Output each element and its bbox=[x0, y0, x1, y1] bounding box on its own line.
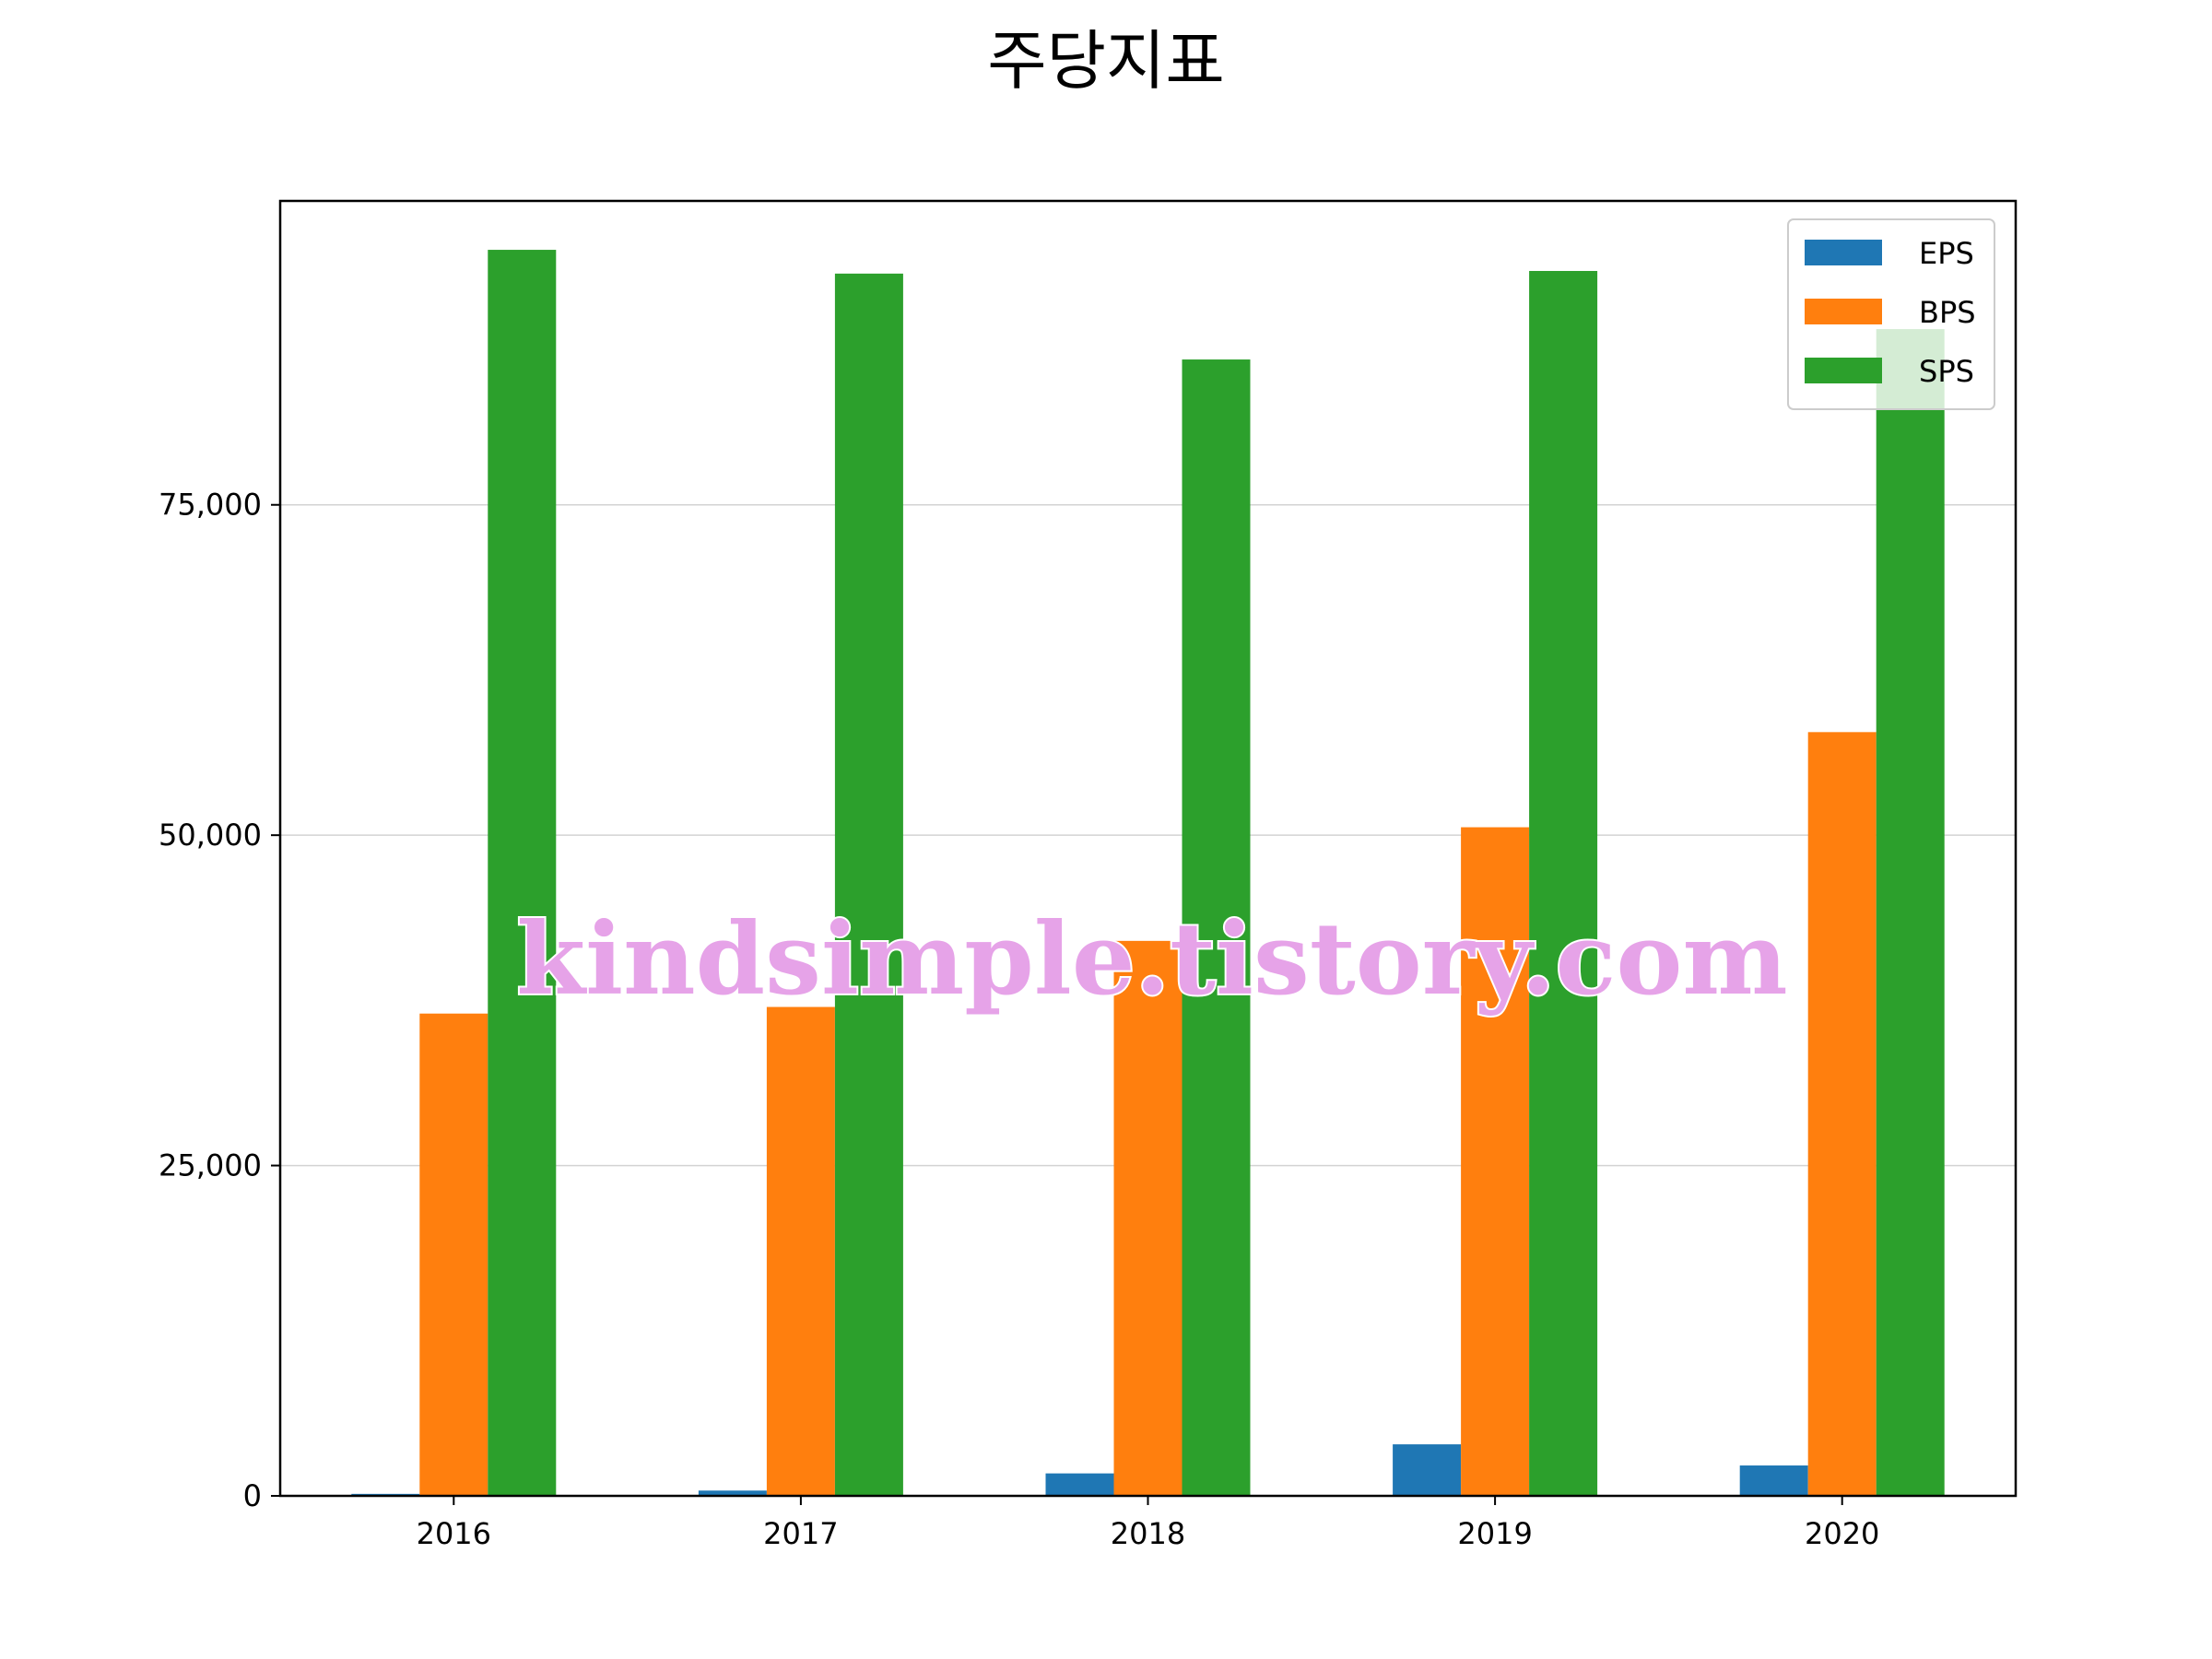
legend-swatch-bps bbox=[1805, 299, 1882, 324]
chart-title: 주당지표 bbox=[987, 23, 1225, 99]
bar-bps-2020 bbox=[1807, 732, 1877, 1496]
xtick-label-2018: 2018 bbox=[1111, 1516, 1185, 1551]
bar-bps-2018 bbox=[1113, 940, 1182, 1496]
legend-swatch-eps bbox=[1805, 240, 1882, 265]
xtick-label-2017: 2017 bbox=[763, 1516, 838, 1551]
watermark-text: kindsimple.tistory.com bbox=[516, 901, 1787, 1018]
bar-sps-2017 bbox=[834, 273, 903, 1496]
bar-bps-2017 bbox=[766, 1006, 835, 1496]
xtick-label-2016: 2016 bbox=[417, 1516, 491, 1551]
xtick-label-2020: 2020 bbox=[1805, 1516, 1879, 1551]
bar-bps-2019 bbox=[1461, 827, 1530, 1496]
bar-sps-2019 bbox=[1529, 270, 1598, 1497]
xtick-label-2019: 2019 bbox=[1457, 1516, 1532, 1551]
bar-sps-2016 bbox=[488, 250, 557, 1497]
ytick-label-1: 25,000 bbox=[159, 1148, 262, 1183]
ytick-label-2: 50,000 bbox=[159, 818, 262, 853]
bar-eps-2019 bbox=[1393, 1444, 1462, 1496]
bar-eps-2017 bbox=[698, 1490, 767, 1496]
ytick-label-0: 0 bbox=[243, 1478, 262, 1513]
legend-swatch-sps bbox=[1805, 358, 1882, 383]
bar-sps-2020 bbox=[1876, 329, 1945, 1497]
ytick-label-3: 75,000 bbox=[159, 488, 262, 523]
legend-label-eps: EPS bbox=[1919, 236, 1974, 271]
bar-eps-2020 bbox=[1739, 1465, 1808, 1496]
legend-label-sps: SPS bbox=[1919, 354, 1974, 389]
legend: EPS BPS SPS bbox=[1787, 218, 1995, 410]
legend-label-bps: BPS bbox=[1919, 295, 1976, 330]
bars bbox=[351, 250, 1945, 1497]
bar-eps-2018 bbox=[1045, 1473, 1114, 1496]
bar-bps-2016 bbox=[419, 1013, 488, 1496]
bar-sps-2018 bbox=[1182, 359, 1251, 1497]
axes: 0 25,000 50,000 75,000 2016 2017 2018 2019 2020 bbox=[159, 199, 2018, 1551]
